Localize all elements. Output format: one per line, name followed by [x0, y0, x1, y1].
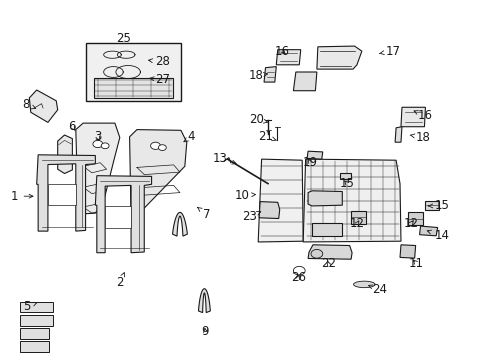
- Polygon shape: [58, 135, 72, 174]
- Polygon shape: [259, 202, 279, 219]
- Text: 15: 15: [339, 177, 354, 190]
- Polygon shape: [399, 245, 415, 258]
- Polygon shape: [101, 143, 109, 149]
- Polygon shape: [20, 315, 53, 326]
- Polygon shape: [48, 184, 76, 205]
- Polygon shape: [293, 266, 305, 275]
- Polygon shape: [353, 281, 374, 288]
- Text: 16: 16: [413, 109, 432, 122]
- Text: 24: 24: [368, 283, 387, 296]
- Polygon shape: [158, 145, 166, 150]
- Text: 26: 26: [290, 271, 305, 284]
- Polygon shape: [306, 151, 322, 159]
- Polygon shape: [276, 50, 300, 65]
- Polygon shape: [93, 140, 102, 148]
- Polygon shape: [150, 142, 160, 149]
- Polygon shape: [350, 211, 365, 224]
- Polygon shape: [303, 159, 400, 242]
- Polygon shape: [29, 90, 58, 122]
- Polygon shape: [316, 46, 361, 69]
- Text: 28: 28: [148, 55, 170, 68]
- Text: 17: 17: [379, 45, 400, 58]
- Polygon shape: [293, 72, 316, 91]
- Polygon shape: [311, 223, 342, 236]
- Text: 20: 20: [249, 113, 267, 126]
- Text: 12: 12: [349, 217, 364, 230]
- Text: 18: 18: [409, 131, 429, 144]
- Polygon shape: [407, 212, 422, 225]
- Text: 2: 2: [116, 273, 124, 289]
- Polygon shape: [105, 206, 131, 228]
- Text: 9: 9: [201, 325, 209, 338]
- Text: 27: 27: [149, 73, 170, 86]
- Text: 15: 15: [427, 199, 448, 212]
- Polygon shape: [20, 328, 49, 339]
- Polygon shape: [258, 159, 303, 242]
- Polygon shape: [129, 130, 186, 216]
- Polygon shape: [264, 67, 276, 82]
- Polygon shape: [76, 123, 120, 214]
- Polygon shape: [95, 176, 151, 253]
- Polygon shape: [310, 249, 322, 258]
- Text: 19: 19: [303, 156, 317, 169]
- Text: 3: 3: [94, 130, 102, 143]
- Text: 18: 18: [248, 69, 267, 82]
- Text: 6: 6: [68, 120, 76, 133]
- Text: 16: 16: [275, 45, 289, 58]
- Polygon shape: [94, 78, 173, 98]
- Text: 13: 13: [212, 152, 236, 165]
- Text: 22: 22: [321, 257, 335, 270]
- Polygon shape: [198, 289, 210, 312]
- Text: 23: 23: [242, 210, 260, 223]
- Polygon shape: [20, 302, 53, 312]
- Polygon shape: [20, 341, 49, 352]
- Polygon shape: [172, 212, 187, 236]
- Text: 14: 14: [427, 229, 448, 242]
- Text: 8: 8: [22, 98, 36, 111]
- Polygon shape: [307, 191, 342, 206]
- Polygon shape: [394, 127, 401, 142]
- Polygon shape: [339, 173, 350, 179]
- Text: 10: 10: [234, 189, 255, 202]
- Polygon shape: [85, 43, 181, 101]
- Text: 4: 4: [183, 130, 194, 143]
- Text: 21: 21: [258, 130, 276, 143]
- Polygon shape: [425, 201, 438, 210]
- Polygon shape: [400, 107, 425, 127]
- Text: 12: 12: [403, 217, 417, 230]
- Text: 7: 7: [197, 207, 210, 221]
- Text: 5: 5: [23, 300, 37, 313]
- Polygon shape: [307, 245, 351, 259]
- Text: 11: 11: [408, 257, 423, 270]
- Text: 1: 1: [11, 190, 33, 203]
- Polygon shape: [419, 226, 437, 236]
- Polygon shape: [37, 155, 95, 231]
- Text: 25: 25: [116, 32, 130, 45]
